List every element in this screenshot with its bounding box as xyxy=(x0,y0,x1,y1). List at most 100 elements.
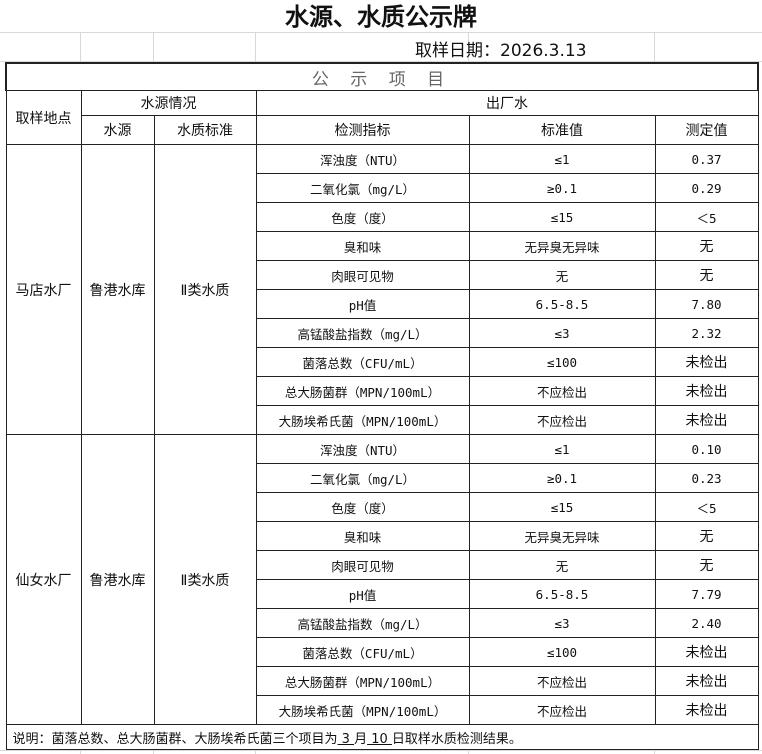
indicator-cell: 臭和味 xyxy=(255,231,470,261)
measured-value-cell: 无 xyxy=(654,521,759,551)
measured-value-cell: 未检出 xyxy=(654,695,759,725)
table-row: 肉眼可见物无无 xyxy=(6,260,759,290)
measured-value-cell: 0.37 xyxy=(654,144,759,174)
measured-value-cell: 未检出 xyxy=(654,666,759,696)
measured-value-cell: 无 xyxy=(654,231,759,261)
indicator-cell: 大肠埃希氏菌（MPN/100mL） xyxy=(255,695,470,725)
measured-value-cell: 无 xyxy=(654,260,759,290)
indicator-cell: 总大肠菌群（MPN/100mL） xyxy=(255,376,470,406)
indicator-cell: 二氧化氯（mg/L） xyxy=(255,463,470,493)
table-row: 臭和味 无异臭无异味无 xyxy=(6,521,759,551)
standard-value-cell: 不应检出 xyxy=(468,666,656,696)
measured-value-cell: 未检出 xyxy=(654,405,759,435)
standard-value-cell: 无 xyxy=(468,550,656,580)
note-month-label: 月 xyxy=(354,731,368,747)
indicator-cell: 高锰酸盐指数（mg/L） xyxy=(255,318,470,348)
measured-value-cell: 2.32 xyxy=(654,318,759,348)
plant-name: 马店水厂 xyxy=(5,144,82,435)
measured-value-cell: 未检出 xyxy=(654,637,759,667)
standard-value-cell: ≤100 xyxy=(468,637,656,667)
table-row: 高锰酸盐指数（mg/L） ≤3 2.32 xyxy=(6,318,759,348)
table-row: 菌落总数（CFU/mL） ≤100 未检出 xyxy=(6,347,759,377)
standard-value-cell: ≤1 xyxy=(468,434,656,464)
standard-value-cell: ≤15 xyxy=(468,492,656,522)
indicator-cell: 色度（度） xyxy=(255,202,470,232)
table-row: 肉眼可见物无无 xyxy=(6,550,759,580)
measured-value-cell: 7.79 xyxy=(654,579,759,609)
standard-value-cell: 不应检出 xyxy=(468,405,656,435)
indicator-cell: 色度（度） xyxy=(255,492,470,522)
header-source: 水源 xyxy=(80,115,155,145)
indicator-cell: 菌落总数（CFU/mL） xyxy=(255,637,470,667)
indicator-cell: 浑浊度（NTU） xyxy=(255,144,470,174)
indicator-cell: pH值 xyxy=(255,579,470,609)
table-row: 马店水厂 鲁港水库 Ⅱ类水质 浑浊度（NTU） ≤1 0.37 xyxy=(5,144,759,435)
standard-value-cell: 不应检出 xyxy=(468,376,656,406)
indicator-cell: 浑浊度（NTU） xyxy=(255,434,470,464)
header-indicator: 检测指标 xyxy=(255,115,470,145)
measured-value-cell: 0.10 xyxy=(654,434,759,464)
measured-value-cell: ＜5 xyxy=(654,202,759,232)
standard-value-cell: ≤3 xyxy=(468,318,656,348)
table-row: 二氧化氯（mg/L） ≥0.1 0.29 xyxy=(6,173,759,203)
measured-value-cell: 7.80 xyxy=(654,289,759,319)
indicator-cell: 总大肠菌群（MPN/100mL） xyxy=(255,666,470,696)
indicator-cell: 肉眼可见物 xyxy=(255,550,470,580)
note-suffix: 日取样水质检测结果。 xyxy=(391,731,522,747)
measured-value-cell: 0.23 xyxy=(654,463,759,493)
gridline xyxy=(0,750,762,751)
plant-source: 鲁港水库 xyxy=(80,434,155,725)
note-month: 3 xyxy=(337,731,355,747)
table-row: 大肠埃希氏菌（MPN/100mL） 不应检出 未检出 xyxy=(6,695,759,725)
header-standard: 水质标准 xyxy=(153,115,257,145)
indicator-cell: 肉眼可见物 xyxy=(255,260,470,290)
plant-grade: Ⅱ类水质 xyxy=(153,434,257,725)
note-day: 10 xyxy=(367,731,392,747)
standard-value-cell: ≤1 xyxy=(468,144,656,174)
header-site: 取样地点 xyxy=(5,90,82,145)
note-text: 说明：菌落总数、总大肠菌群、大肠埃希氏菌三个项目为 xyxy=(12,731,338,747)
section-header: 公 示 项 目 xyxy=(5,62,759,91)
table-row: 仙女水厂 鲁港水库 Ⅱ类水质 浑浊度（NTU） ≤1 0.10 xyxy=(5,434,759,725)
header-std-value: 标准值 xyxy=(468,115,656,145)
standard-value-cell: ≥0.1 xyxy=(468,463,656,493)
table-row: 色度（度） ≤15 ＜5 xyxy=(6,202,759,232)
plant-grade: Ⅱ类水质 xyxy=(153,144,257,435)
measured-value-cell: 2.40 xyxy=(654,608,759,638)
table-row: 色度（度） ≤15 ＜5 xyxy=(6,492,759,522)
measured-value-cell: 未检出 xyxy=(654,347,759,377)
standard-value-cell: ≤100 xyxy=(468,347,656,377)
standard-value-cell: 6.5-8.5 xyxy=(468,579,656,609)
header-measured: 测定值 xyxy=(654,115,759,145)
header-source-info: 水源情况 xyxy=(80,90,257,116)
indicator-cell: 菌落总数（CFU/mL） xyxy=(255,347,470,377)
header-outlet: 出厂水 xyxy=(255,90,759,116)
gridline xyxy=(0,61,762,62)
indicator-cell: pH值 xyxy=(255,289,470,319)
standard-value-cell: 不应检出 xyxy=(468,695,656,725)
page-title: 水源、水质公示牌 xyxy=(0,0,762,32)
standard-value-cell: 无 xyxy=(468,260,656,290)
table-row: pH值 6.5-8.5 7.80 xyxy=(6,289,759,319)
plant-name: 仙女水厂 xyxy=(5,434,82,725)
sampling-date: 取样日期：2026.3.13 xyxy=(415,41,587,61)
measured-value-cell: 未检出 xyxy=(654,376,759,406)
table-row: pH值 6.5-8.5 7.79 xyxy=(6,579,759,609)
indicator-cell: 二氧化氯（mg/L） xyxy=(255,173,470,203)
standard-value-cell: 无异臭无异味 xyxy=(468,231,656,261)
measured-value-cell: 无 xyxy=(654,550,759,580)
standard-value-cell: ≤15 xyxy=(468,202,656,232)
measured-value-cell: 0.29 xyxy=(654,173,759,203)
standard-value-cell: 无异臭无异味 xyxy=(468,521,656,551)
plant-source: 鲁港水库 xyxy=(80,144,155,435)
gridline xyxy=(0,32,762,33)
standard-value-cell: 6.5-8.5 xyxy=(468,289,656,319)
standard-value-cell: ≥0.1 xyxy=(468,173,656,203)
table-row: 大肠埃希氏菌（MPN/100mL） 不应检出 未检出 xyxy=(6,405,759,435)
indicator-cell: 高锰酸盐指数（mg/L） xyxy=(255,608,470,638)
measured-value-cell: ＜5 xyxy=(654,492,759,522)
indicator-cell: 大肠埃希氏菌（MPN/100mL） xyxy=(255,405,470,435)
note: 说明：菌落总数、总大肠菌群、大肠埃希氏菌三个项目为 3 月 10 日取样水质检测… xyxy=(5,724,759,750)
indicator-cell: 臭和味 xyxy=(255,521,470,551)
standard-value-cell: ≤3 xyxy=(468,608,656,638)
